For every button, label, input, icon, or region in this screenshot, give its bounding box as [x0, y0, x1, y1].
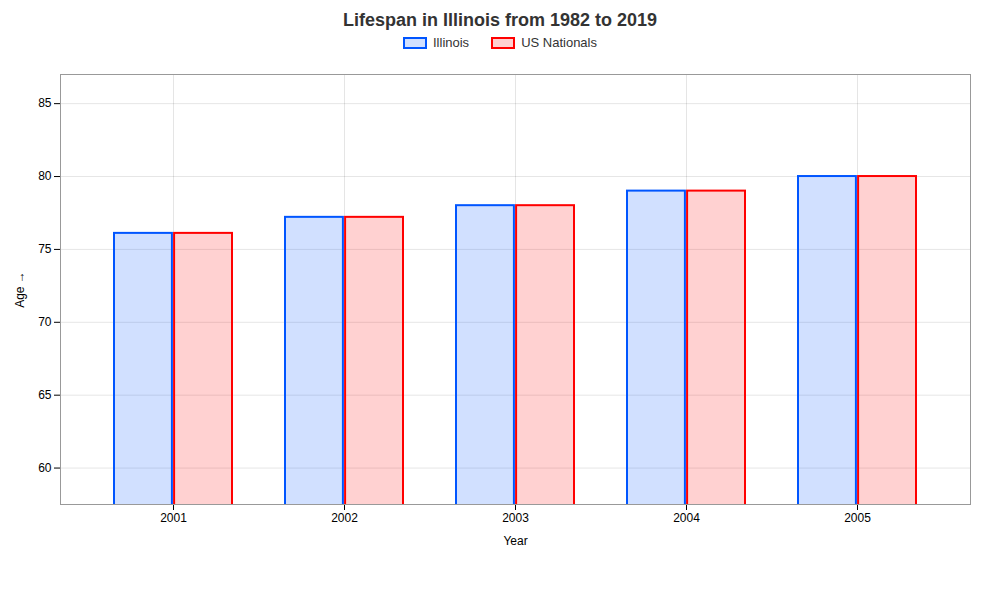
svg-text:2001: 2001	[160, 511, 187, 525]
svg-text:2002: 2002	[331, 511, 358, 525]
svg-text:2003: 2003	[502, 511, 529, 525]
html-text:US Nationals: US Nationals	[521, 35, 597, 50]
html-text:Illinois: Illinois	[433, 35, 470, 50]
svg-text:65: 65	[38, 388, 52, 402]
html-text:Lifespan in Illinois from 1982: Lifespan in Illinois from 1982 to 2019	[342, 10, 657, 30]
svg-text:Age →: Age →	[13, 271, 27, 308]
svg-text:80: 80	[38, 169, 52, 183]
svg-text:Year: Year	[503, 534, 527, 548]
svg-text:2005: 2005	[844, 511, 871, 525]
svg-text:75: 75	[38, 242, 52, 256]
svg-text:2004: 2004	[673, 511, 700, 525]
svg-text:85: 85	[38, 96, 52, 110]
svg-text:70: 70	[38, 315, 52, 329]
svg-text:60: 60	[38, 461, 52, 475]
